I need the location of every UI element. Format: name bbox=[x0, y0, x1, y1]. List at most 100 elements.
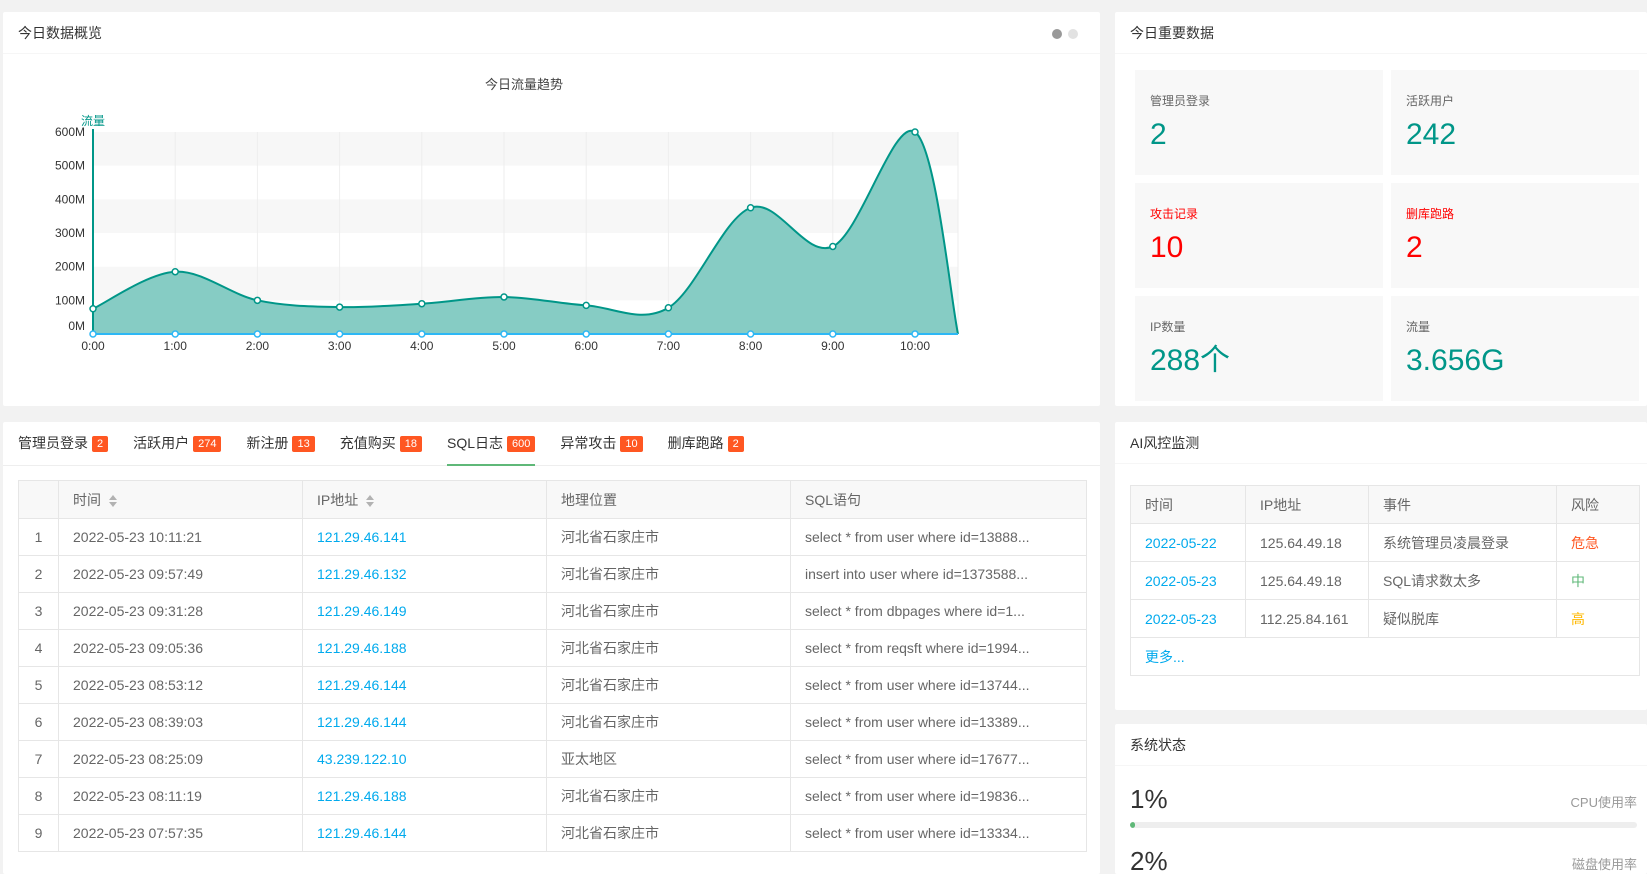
col-time[interactable]: 时间 bbox=[58, 480, 303, 519]
tab-sql-log[interactable]: SQL日志 600 bbox=[446, 421, 536, 466]
row-date-link[interactable]: 2022-05-23 bbox=[1130, 599, 1246, 638]
table-row[interactable]: 9 2022-05-23 07:57:35 121.29.46.144 河北省石家庄市… bbox=[18, 814, 1087, 852]
row-time: 2022-05-23 10:11:21 bbox=[58, 518, 303, 556]
baseline-data-point[interactable] bbox=[171, 330, 179, 338]
row-ip: 125.64.49.18 bbox=[1245, 523, 1369, 562]
traffic-data-point[interactable] bbox=[89, 305, 97, 313]
table-row[interactable]: 3 2022-05-23 09:31:28 121.29.46.149 河北省石家庄市… bbox=[18, 592, 1087, 630]
row-ip-link[interactable]: 121.29.46.141 bbox=[302, 518, 547, 556]
col-sql: SQL语句 bbox=[790, 480, 1087, 519]
traffic-data-point[interactable] bbox=[829, 242, 837, 251]
traffic-data-point[interactable] bbox=[582, 301, 590, 310]
baseline-data-point[interactable] bbox=[664, 330, 673, 338]
tab-badge: 274 bbox=[193, 436, 222, 452]
row-ip-link[interactable]: 121.29.46.144 bbox=[302, 666, 547, 704]
x-tick-label: 10:00 bbox=[900, 339, 930, 353]
row-date-link[interactable]: 2022-05-22 bbox=[1130, 523, 1246, 562]
baseline-data-point[interactable] bbox=[418, 330, 426, 338]
row-date-link[interactable]: 2022-05-23 bbox=[1130, 561, 1246, 600]
table-row[interactable]: 2022-05-23 125.64.49.18 SQL请求数太多中 bbox=[1130, 561, 1640, 600]
row-index: 7 bbox=[18, 740, 59, 778]
stat-attack-records[interactable]: 攻击记录 10 bbox=[1135, 183, 1383, 288]
col-ip: IP地址 bbox=[1245, 485, 1369, 524]
table-row[interactable]: 6 2022-05-23 08:39:03 121.29.46.144 河北省石家庄市… bbox=[18, 703, 1087, 741]
table-row[interactable]: 2022-05-23 112.25.84.161 疑似脱库高 bbox=[1130, 599, 1640, 638]
sort-icon[interactable] bbox=[366, 494, 375, 507]
risk-level: 高 bbox=[1556, 599, 1640, 638]
table-row[interactable]: 7 2022-05-23 08:25:09 43.239.122.10 亚太地区 sel… bbox=[18, 740, 1087, 778]
baseline-data-point[interactable] bbox=[89, 330, 97, 338]
table-row[interactable]: 2 2022-05-23 09:57:49 121.29.46.132 河北省石家庄市… bbox=[18, 555, 1087, 593]
row-ip-link[interactable]: 121.29.46.188 bbox=[302, 777, 547, 815]
traffic-data-point[interactable] bbox=[500, 293, 508, 301]
row-ip: 112.25.84.161 bbox=[1245, 599, 1369, 638]
x-tick-label: 9:00 bbox=[821, 339, 845, 353]
disk-usage: 2% 磁盘使用率 bbox=[1130, 846, 1637, 874]
table-row[interactable]: 8 2022-05-23 08:11:19 121.29.46.188 河北省石家庄市… bbox=[18, 777, 1087, 815]
tab-db-delete[interactable]: 删库跑路 2 bbox=[668, 421, 744, 465]
tab-new-register[interactable]: 新注册 13 bbox=[246, 421, 315, 465]
col-label: IP地址 bbox=[317, 491, 359, 508]
baseline-data-point[interactable] bbox=[582, 330, 590, 338]
traffic-data-point[interactable] bbox=[911, 128, 919, 136]
tab-admin-login[interactable]: 管理员登录 2 bbox=[18, 421, 109, 465]
risk-level: 危急 bbox=[1556, 523, 1640, 562]
carousel-dot-1[interactable] bbox=[1052, 29, 1062, 39]
baseline-data-point[interactable] bbox=[829, 330, 837, 338]
baseline-data-point[interactable] bbox=[911, 330, 919, 338]
row-ip-link[interactable]: 121.29.46.144 bbox=[302, 703, 547, 741]
row-sql: select * from reqsft where id=1994... bbox=[790, 629, 1087, 667]
system-status-title: 系统状态 bbox=[1115, 724, 1647, 766]
tab-attack[interactable]: 异常攻击 10 bbox=[560, 421, 643, 465]
baseline-data-point[interactable] bbox=[335, 330, 344, 338]
carousel-dot-2[interactable] bbox=[1068, 29, 1078, 39]
row-event: SQL请求数太多 bbox=[1368, 561, 1557, 600]
row-geo: 河北省石家庄市 bbox=[546, 518, 791, 556]
table-row[interactable]: 4 2022-05-23 09:05:36 121.29.46.188 河北省石家庄市… bbox=[18, 629, 1087, 667]
row-ip-link[interactable]: 121.29.46.149 bbox=[302, 592, 547, 630]
row-ip-link[interactable]: 43.239.122.10 bbox=[302, 740, 547, 778]
sort-icon[interactable] bbox=[109, 494, 117, 507]
more-link[interactable]: 更多... bbox=[1130, 637, 1640, 676]
row-geo: 河北省石家庄市 bbox=[546, 666, 791, 704]
traffic-data-point[interactable] bbox=[418, 299, 426, 308]
stat-admin-login[interactable]: 管理员登录 2 bbox=[1135, 70, 1383, 175]
table-row[interactable]: 5 2022-05-23 08:53:12 121.29.46.144 河北省石家庄市… bbox=[18, 666, 1087, 704]
table-row[interactable]: 1 2022-05-23 10:11:21 121.29.46.141 河北省石家庄市… bbox=[18, 518, 1087, 556]
table-header-row: 时间 IP地址 地理位置 SQL语句 bbox=[18, 480, 1087, 519]
stat-db-delete[interactable]: 删库跑路 2 bbox=[1391, 183, 1639, 288]
y-tick-label: 300M bbox=[55, 226, 85, 240]
traffic-data-point[interactable] bbox=[664, 303, 673, 312]
row-ip-link[interactable]: 121.29.46.188 bbox=[302, 629, 547, 667]
stat-traffic[interactable]: 流量 3.656G bbox=[1391, 296, 1639, 401]
table-row[interactable]: 2022-05-22 125.64.49.18 系统管理员凌晨登录 危急 bbox=[1130, 523, 1640, 562]
tab-recharge[interactable]: 充值购买 18 bbox=[340, 421, 422, 465]
baseline-data-point[interactable] bbox=[746, 330, 755, 338]
row-time: 2022-05-23 07:57:35 bbox=[58, 814, 303, 852]
stat-ip-count[interactable]: IP数量 288个 bbox=[1135, 296, 1383, 401]
traffic-data-point[interactable] bbox=[746, 204, 755, 212]
traffic-data-point[interactable] bbox=[335, 303, 344, 311]
row-time: 2022-05-23 08:53:12 bbox=[58, 666, 303, 704]
traffic-data-point[interactable] bbox=[171, 267, 179, 276]
system-status-card: 系统状态 1% CPU使用率 2% 磁盘使用率 bbox=[1115, 724, 1647, 874]
risk-level: 中 bbox=[1556, 561, 1640, 600]
stat-label: 管理员登录 bbox=[1150, 94, 1211, 108]
traffic-data-point[interactable] bbox=[253, 296, 262, 305]
disk-usage-value: 2% bbox=[1130, 846, 1168, 874]
cpu-usage-label: CPU使用率 bbox=[1570, 795, 1637, 810]
x-tick-label: 3:00 bbox=[328, 339, 352, 353]
baseline-data-point[interactable] bbox=[500, 330, 508, 338]
row-event: 疑似脱库 bbox=[1368, 599, 1557, 638]
row-geo: 河北省石家庄市 bbox=[546, 555, 791, 593]
row-ip-link[interactable]: 121.29.46.144 bbox=[302, 814, 547, 852]
cpu-usage-bar bbox=[1130, 822, 1637, 828]
stat-active-users[interactable]: 活跃用户 242 bbox=[1391, 70, 1639, 175]
baseline-data-point[interactable] bbox=[253, 330, 262, 338]
y-tick-label: 0M bbox=[68, 319, 85, 333]
col-ip[interactable]: IP地址 bbox=[302, 480, 547, 519]
chart-y-axis-label: 流量 bbox=[81, 114, 105, 128]
tab-active-users[interactable]: 活跃用户 274 bbox=[133, 421, 222, 465]
row-ip-link[interactable]: 121.29.46.132 bbox=[302, 555, 547, 593]
y-tick-label: 500M bbox=[55, 159, 85, 173]
